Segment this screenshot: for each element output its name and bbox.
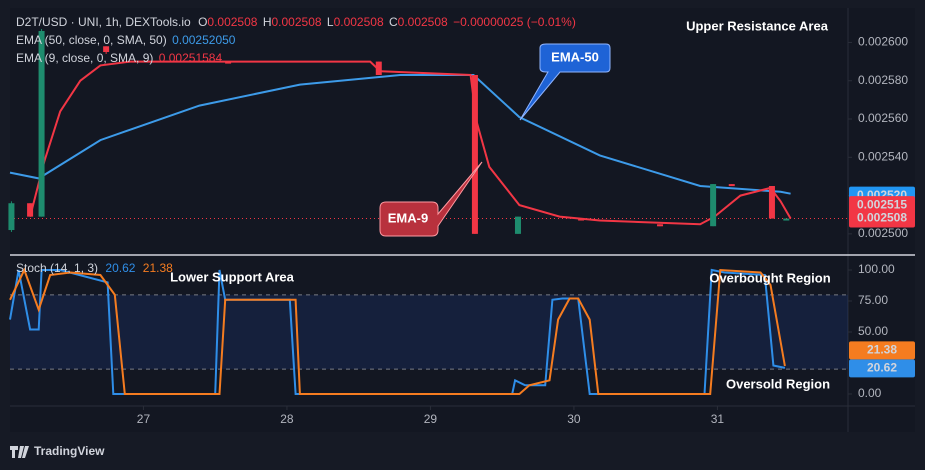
candle-body: [578, 218, 585, 221]
stoch-title: Stoch (14, 1, 3): [16, 261, 98, 275]
stoch-badge-label: 20.62: [867, 361, 897, 375]
upper-resistance: Upper Resistance Area: [686, 18, 829, 33]
ema9-legend: EMA (9, close, 0, SMA, 9) 0.00251584: [16, 51, 222, 65]
oversold: Oversold Region: [726, 376, 830, 391]
l-label: L: [327, 15, 334, 29]
high: 0.002508: [271, 15, 321, 29]
y-tick-label: 0.002600: [858, 35, 908, 49]
open: 0.002508: [207, 15, 257, 29]
header-ohlc: D2T/USD · UNI, 1h, DEXTools.io O0.002508…: [16, 15, 576, 29]
stoch-badge: [849, 341, 915, 360]
y-tick-label: 0.002580: [858, 73, 908, 87]
h-label: H: [263, 15, 272, 29]
stoch-d: 21.38: [143, 261, 173, 275]
candle-body: [103, 46, 110, 53]
candle-body: [27, 203, 34, 217]
ema50-label: EMA (50, close, 0, SMA, 50): [16, 33, 167, 47]
candle-body: [514, 216, 521, 234]
low: 0.002508: [334, 15, 384, 29]
stoch-badge-label: 21.38: [867, 343, 897, 357]
price-badge-label: 0.002508: [857, 211, 907, 225]
candle-body: [783, 218, 790, 221]
ema9-value: 0.00251584: [159, 51, 223, 65]
y-tick-label: 75.00: [858, 293, 888, 307]
candle-body: [768, 186, 775, 219]
candle-body: [38, 30, 45, 217]
change: −0.00000025 (−0.01%): [453, 15, 576, 29]
y-tick-label: 0.002540: [858, 149, 908, 163]
candle-body: [8, 203, 15, 231]
y-tick-label: 50.00: [858, 324, 888, 338]
o-label: O: [198, 15, 207, 29]
footer-brand: TradingView: [34, 444, 105, 458]
stoch-badge: [849, 359, 915, 378]
ema9-label: EMA (9, close, 0, SMA, 9): [16, 51, 153, 65]
candle-body: [657, 224, 664, 227]
close: 0.002508: [398, 15, 448, 29]
y-tick-label: 100.00: [858, 262, 895, 276]
price-badge: [849, 209, 915, 228]
ema9-callout: [379, 161, 483, 237]
symbol: D2T/USD · UNI, 1h, DEXTools.io: [16, 15, 191, 29]
y-tick-label: 0.002560: [858, 111, 908, 125]
x-tick-label: 27: [137, 412, 151, 426]
ema50-legend: EMA (50, close, 0, SMA, 50) 0.00252050: [16, 33, 236, 47]
candle-body: [710, 184, 717, 227]
c-label: C: [389, 15, 398, 29]
x-tick-label: 31: [711, 412, 725, 426]
candle-body: [471, 74, 478, 234]
ema50-callout-text: EMA-50: [551, 49, 599, 64]
stoch-k: 20.62: [105, 261, 135, 275]
ema50-value: 0.00252050: [172, 33, 236, 47]
chart-background: [10, 8, 915, 432]
header: D2T/USD · UNI, 1h, DEXTools.io O0.002508…: [16, 15, 576, 275]
stoch-legend: Stoch (14, 1, 3) 20.62 21.38: [16, 261, 173, 275]
indicator-line: [9, 267, 786, 395]
band-fill: [10, 294, 848, 370]
x-tick-label: 29: [424, 412, 438, 426]
overbought: Overbought Region: [709, 270, 830, 285]
candle-body: [225, 61, 232, 64]
candle-body: [728, 184, 735, 187]
plot-layer: 0.0025000.0025200.0025400.0025600.002580…: [8, 29, 915, 426]
x-tick-label: 30: [567, 412, 581, 426]
y-tick-label: 0.002500: [858, 226, 908, 240]
x-tick-label: 28: [280, 412, 294, 426]
ema9-callout-text: EMA-9: [388, 210, 428, 225]
price-badge-label: 0.002515: [857, 197, 907, 211]
lower-support: Lower Support Area: [170, 269, 295, 284]
footer: TradingView: [10, 444, 105, 458]
tv-logo: [10, 446, 29, 458]
y-tick-label: 0.00: [858, 386, 882, 400]
candle-body: [375, 61, 382, 75]
annotations: Upper Resistance Area EMA-50 EMA-9 Lower…: [170, 18, 831, 391]
ema50-callout: [519, 43, 611, 121]
